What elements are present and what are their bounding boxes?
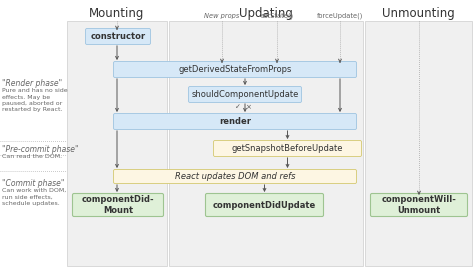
Text: schedule updates.: schedule updates. [2, 202, 60, 207]
FancyBboxPatch shape [73, 193, 164, 217]
Text: Updating: Updating [239, 7, 293, 20]
FancyBboxPatch shape [371, 193, 467, 217]
Text: componentDid-
Mount: componentDid- Mount [82, 195, 155, 215]
Text: ×: × [245, 104, 251, 110]
Text: constructor: constructor [91, 32, 146, 41]
Text: New props: New props [204, 13, 240, 19]
FancyBboxPatch shape [67, 21, 167, 266]
Text: setState(): setState() [260, 13, 293, 19]
Text: Can work with DOM,: Can work with DOM, [2, 188, 66, 192]
Text: getSnapshotBeforeUpdate: getSnapshotBeforeUpdate [232, 144, 343, 153]
Text: paused, aborted or: paused, aborted or [2, 101, 62, 105]
Text: Mounting: Mounting [89, 7, 145, 20]
Text: getDerivedStateFromProps: getDerivedStateFromProps [178, 65, 292, 74]
FancyBboxPatch shape [113, 62, 356, 78]
Text: shouldComponentUpdate: shouldComponentUpdate [191, 90, 299, 99]
Text: run side effects,: run side effects, [2, 195, 53, 199]
Text: React updates DOM and refs: React updates DOM and refs [175, 172, 295, 181]
Text: "Pre-commit phase": "Pre-commit phase" [2, 144, 79, 153]
Text: render: render [219, 117, 251, 126]
Text: componentDidUpdate: componentDidUpdate [213, 201, 316, 209]
Text: Unmounting: Unmounting [382, 7, 455, 20]
Text: Can read the DOM.: Can read the DOM. [2, 153, 62, 159]
FancyBboxPatch shape [206, 193, 323, 217]
FancyBboxPatch shape [85, 28, 151, 44]
Text: effects. May be: effects. May be [2, 95, 50, 99]
FancyBboxPatch shape [113, 114, 356, 130]
FancyBboxPatch shape [113, 169, 356, 183]
Text: componentWill-
Unmount: componentWill- Unmount [382, 195, 456, 215]
FancyBboxPatch shape [169, 21, 363, 266]
FancyBboxPatch shape [365, 21, 472, 266]
Text: ✓: ✓ [235, 104, 241, 110]
Text: Pure and has no side: Pure and has no side [2, 89, 68, 93]
Text: "Render phase": "Render phase" [2, 79, 62, 89]
FancyBboxPatch shape [189, 86, 301, 102]
Text: "Commit phase": "Commit phase" [2, 179, 64, 188]
FancyBboxPatch shape [213, 140, 362, 156]
Text: restarted by React.: restarted by React. [2, 107, 63, 111]
Text: forceUpdate(): forceUpdate() [317, 13, 363, 19]
